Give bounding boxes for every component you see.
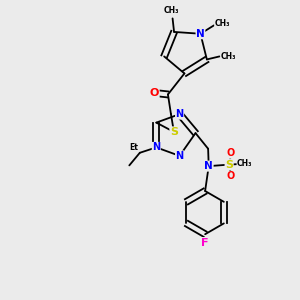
Text: N: N [152, 142, 160, 152]
Text: S: S [170, 127, 178, 137]
Text: O: O [226, 148, 235, 158]
Text: CH₃: CH₃ [214, 20, 230, 28]
Text: S: S [225, 160, 233, 170]
Text: N: N [204, 161, 213, 171]
Text: CH₃: CH₃ [237, 159, 253, 168]
Text: O: O [226, 171, 235, 181]
Text: N: N [176, 151, 184, 161]
Text: F: F [201, 238, 209, 248]
Text: N: N [196, 29, 205, 39]
Text: CH₃: CH₃ [221, 52, 236, 61]
Text: CH₃: CH₃ [163, 5, 179, 14]
Text: N: N [176, 109, 184, 119]
Text: O: O [150, 88, 159, 98]
Text: Et: Et [129, 143, 138, 152]
